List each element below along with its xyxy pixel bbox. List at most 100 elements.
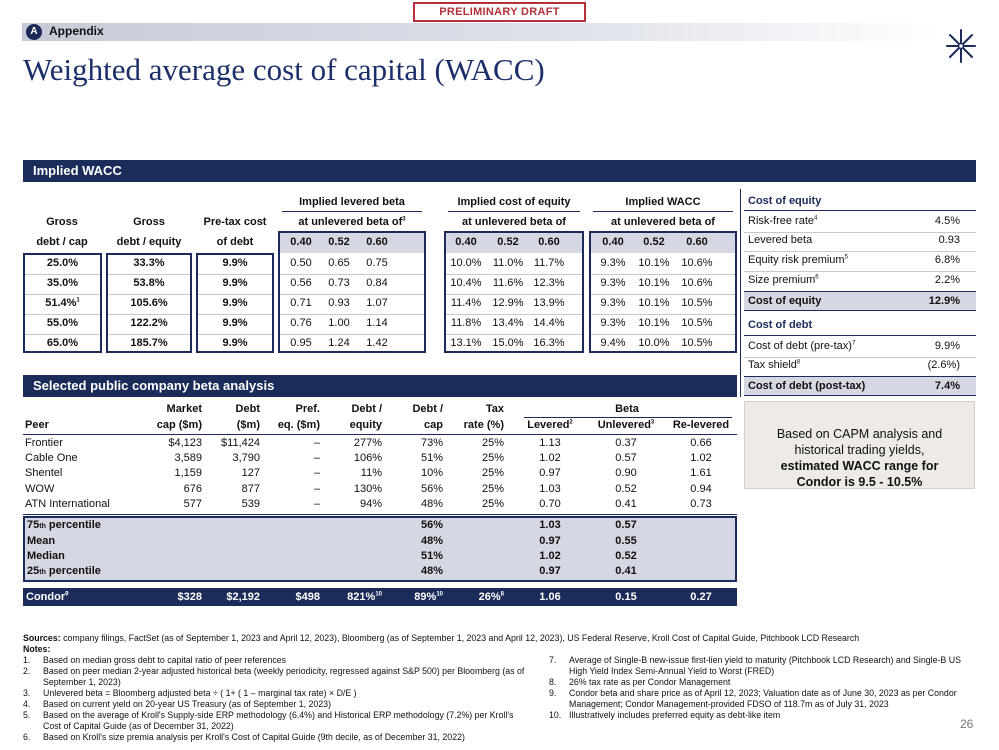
cell-gross-debt-equity: 122.2%	[130, 317, 168, 329]
capm-line-3: estimated WACC range for	[780, 459, 939, 473]
cell-implied-wacc: 10.6%	[681, 257, 713, 269]
cell-gross-debt-equity: 53.8%	[133, 277, 165, 289]
footnote-text: Condor beta and share price as of April …	[569, 688, 957, 709]
cell-cost-of-equity: 15.0%	[492, 337, 524, 349]
stat-unlev: 0.52	[615, 550, 637, 562]
peer-debt: 539	[241, 498, 260, 510]
snowflake-logo-icon	[946, 29, 976, 63]
cell-gross-debt-cap-footnote: 1	[76, 297, 80, 304]
coe-row-label-text: Size premium	[748, 274, 816, 286]
capm-conclusion-box: Based on CAPM analysis and historical tr…	[744, 401, 975, 489]
cell-gross-debt-cap-value: 25.0%	[46, 257, 79, 269]
sources-text: company filings, FactSet (as of Septembe…	[60, 633, 860, 643]
hdr-lb-beta-2: 0.60	[366, 236, 388, 248]
box-pretax	[196, 253, 274, 353]
row-sep-3-3	[280, 334, 424, 335]
hdr-debt-cap-line2: cap	[424, 419, 443, 431]
coe-row-value: 6.8%	[934, 254, 960, 266]
coe-row-value: 2.2%	[934, 274, 960, 286]
cod-row-label-text: Cost of debt (pre-tax)	[748, 340, 852, 352]
peer-unlev: 0.57	[615, 452, 637, 464]
cod-row-label: Cost of debt (pre-tax)7	[748, 340, 855, 352]
hdr-beta: Beta	[615, 403, 639, 415]
hdr-market-cap-line2: cap ($m)	[156, 419, 202, 431]
cell-levered-beta: 0.93	[328, 297, 350, 309]
peer-unlev: 0.37	[615, 437, 637, 449]
cod-title: Cost of debt	[748, 319, 813, 331]
peer-mcap: 1,159	[174, 467, 202, 479]
footnote-text: Based on the average of Kroll's Supply-s…	[43, 710, 514, 731]
peer-pref: –	[313, 452, 320, 464]
footnote-item: 7. Average of Single-B new-issue first-li…	[549, 655, 969, 677]
cell-pretax-cost: 9.9%	[222, 297, 248, 309]
hdr-tax-rate-line2: rate (%)	[463, 419, 504, 431]
condor-de: 821%10	[326, 591, 382, 603]
peer-dc: 56%	[420, 483, 443, 495]
coe-row-value: 0.93	[938, 234, 960, 246]
stat-label-ordinal: th	[39, 569, 46, 576]
cell-implied-wacc: 10.0%	[638, 337, 670, 349]
hdr-levered-beta-line2: at unlevered beta of3	[278, 216, 426, 228]
peer-pref: –	[313, 437, 320, 449]
footnote-number: 2.	[23, 666, 31, 676]
hdr-debt-cap-line1: Debt /	[412, 403, 443, 415]
cell-pretax-cost: 9.9%	[222, 257, 248, 269]
hdr-levered-footnote: 2	[569, 419, 573, 426]
cell-cost-of-equity: 12.9%	[492, 297, 524, 309]
peer-tax: 25%	[481, 467, 504, 479]
peer-pref: –	[313, 467, 320, 479]
cell-implied-wacc: 9.3%	[600, 297, 626, 309]
row-sep-0-5	[591, 274, 735, 275]
footnote-number: 7.	[549, 655, 557, 665]
peer-tax: 25%	[481, 498, 504, 510]
coe-title: Cost of equity	[748, 195, 822, 207]
cell-gross-debt-cap-value: 35.0%	[46, 277, 79, 289]
condor-lev: 1.06	[520, 591, 580, 603]
cell-implied-wacc: 9.4%	[600, 337, 626, 349]
stat-label: Median	[27, 550, 65, 562]
hdr-unlevered: Unlevered3	[593, 419, 659, 431]
condor-name-text: Condor	[26, 591, 66, 603]
condor-name: Condor9	[26, 591, 68, 603]
hdr-pref-equity-line2: eq. ($m)	[277, 419, 320, 431]
peer-de: 106%	[353, 452, 382, 464]
stat-dc: 56%	[420, 519, 443, 531]
sources-label: Sources:	[23, 633, 61, 643]
row-sep-1-3	[280, 294, 424, 295]
condor-row-band	[23, 588, 737, 606]
box-gross-debt-equity	[106, 253, 192, 353]
cell-gross-debt-cap-value: 55.0%	[46, 317, 79, 329]
peer-de: 277%	[353, 437, 382, 449]
peer-dc: 73%	[420, 437, 443, 449]
cod-title-underline	[744, 335, 976, 336]
peer-relev: 0.94	[690, 483, 712, 495]
cell-implied-wacc: 9.3%	[600, 257, 626, 269]
hdr-debt-equity-line2: equity	[349, 419, 382, 431]
stat-unlev: 0.57	[615, 519, 637, 531]
footnote-text: Based on current yield on 20-year US Tre…	[43, 699, 332, 709]
stat-label-post: percentile	[45, 565, 101, 577]
cell-cost-of-equity: 13.1%	[450, 337, 482, 349]
hdr-gross-debt-cap-line1: Gross	[46, 216, 78, 228]
cell-pretax-cost: 9.9%	[222, 317, 248, 329]
coe-row-footnote: 6	[815, 274, 819, 281]
row-sep-2-1	[108, 314, 190, 315]
cell-levered-beta: 0.71	[290, 297, 312, 309]
sources-line: Sources: company filings, FactSet (as of…	[23, 633, 978, 644]
footnote-number: 8.	[549, 677, 557, 687]
condor-pref: $498	[270, 591, 320, 603]
coe-row-label: Levered beta	[748, 234, 812, 246]
peer-mcap: 676	[183, 483, 202, 495]
hdr-pretax-cost-line1: Pre-tax cost	[203, 216, 267, 228]
cell-gross-debt-cap: 55.0%	[23, 317, 102, 329]
notes-right-column: 7. Average of Single-B new-issue first-li…	[549, 655, 969, 743]
peer-name: Cable One	[25, 452, 78, 464]
cell-levered-beta: 0.95	[290, 337, 312, 349]
hdr-levered-beta-band	[278, 231, 426, 253]
stat-label-pre: 25	[27, 565, 40, 577]
hdr-levered-footnote: 3	[402, 216, 406, 223]
peer-mcap: $4,123	[168, 437, 202, 449]
coe-title-underline	[744, 210, 976, 211]
hdr-coe-beta-1: 0.52	[497, 236, 519, 248]
coe-row-footnote: 5	[844, 254, 848, 261]
